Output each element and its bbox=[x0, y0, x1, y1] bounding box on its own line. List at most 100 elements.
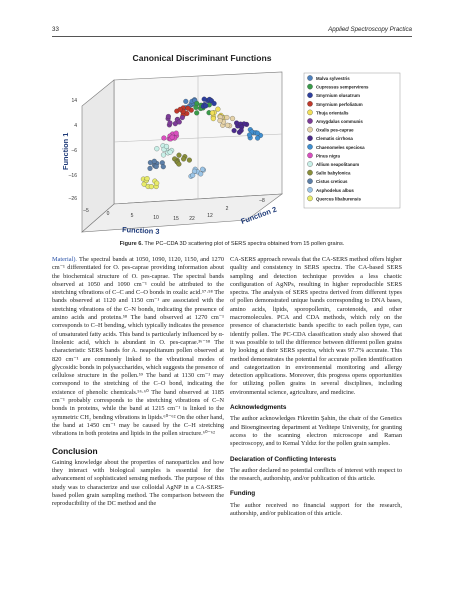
x-tick-label: 5 bbox=[131, 213, 134, 219]
running-header: 33 Applied Spectroscopy Practica bbox=[52, 26, 412, 36]
legend-label: Thuja orientalis bbox=[316, 110, 349, 115]
legend-label: Smyrnium perfoliatum bbox=[316, 102, 363, 107]
right-paragraph: CA-SERS approach reveals that the CA-SER… bbox=[230, 256, 402, 396]
legend-label: Amygdalus communis bbox=[316, 119, 363, 124]
legend-label: Cupressus sempervirens bbox=[316, 85, 369, 90]
cda-3d-scatter-figure: Canonical Discriminant Functions Functio… bbox=[61, 53, 401, 236]
legend-marker bbox=[307, 109, 313, 116]
scatter-point bbox=[154, 180, 160, 186]
scatter-point bbox=[203, 103, 209, 109]
scatter-point bbox=[229, 115, 236, 122]
caption-label: Figure 6. bbox=[119, 241, 143, 247]
scatter-point bbox=[141, 181, 147, 187]
legend-label: Oxalis pes-caprae bbox=[316, 128, 354, 133]
conclusion-paragraph: Gaining knowledge about the properties o… bbox=[52, 458, 224, 508]
axis-x-label: Function 3 bbox=[122, 225, 160, 236]
figure-caption: Figure 6. The PC–CDA 3D scattering plot … bbox=[52, 241, 412, 247]
x-tick-label: 22 bbox=[189, 216, 195, 222]
y-tick-label: –16 bbox=[69, 173, 78, 179]
scatter-point bbox=[176, 119, 182, 125]
scatter-point bbox=[254, 130, 261, 136]
legend-label: Quercus libaburensis bbox=[316, 196, 361, 201]
funding-text: The author received no financial support… bbox=[230, 501, 402, 518]
scatter-point bbox=[193, 104, 199, 110]
conflicts-heading: Declaration of Conflicting Interests bbox=[230, 455, 337, 463]
acknowledgments-heading: Acknowledgments bbox=[230, 404, 287, 412]
legend-marker bbox=[307, 152, 313, 159]
conclusion-heading: Conclusion bbox=[52, 445, 98, 456]
scatter-point bbox=[185, 105, 191, 111]
z-tick-label: –8 bbox=[259, 198, 265, 204]
scatter-point bbox=[165, 113, 171, 120]
x-tick-label: 10 bbox=[153, 215, 159, 221]
journal-name: Applied Spectroscopy Practica bbox=[328, 26, 412, 33]
acknowledgments-text: The author acknowledges Fikrettin Şahin,… bbox=[230, 415, 402, 448]
z-tick-labels: 12 2 –8 bbox=[207, 198, 265, 219]
scatter-point bbox=[153, 163, 159, 170]
scatter-point bbox=[161, 135, 167, 141]
legend-marker bbox=[307, 195, 313, 202]
legend-marker bbox=[307, 126, 313, 133]
x-tick-label: –5 bbox=[83, 208, 89, 214]
scatter-point bbox=[190, 172, 196, 178]
scatter-point bbox=[225, 122, 231, 128]
legend-label: Malva sylvestris bbox=[316, 76, 350, 81]
scatter-point bbox=[194, 110, 200, 116]
scatter-point bbox=[198, 171, 204, 177]
scatter-point bbox=[176, 152, 182, 158]
caption-text: The PC–CDA 3D scattering plot of SERS sp… bbox=[142, 241, 345, 247]
legend-marker bbox=[307, 178, 313, 184]
legend-marker bbox=[307, 83, 313, 90]
scatter-point bbox=[169, 134, 175, 140]
scatter-point bbox=[200, 166, 206, 172]
scatter-point bbox=[246, 132, 253, 138]
scatter-point bbox=[176, 161, 182, 167]
legend-marker bbox=[307, 75, 313, 81]
scatter-point bbox=[217, 118, 223, 124]
legend-box bbox=[303, 72, 401, 209]
scatter-point bbox=[151, 158, 157, 164]
scatter-point bbox=[148, 184, 154, 190]
scatter-point bbox=[144, 176, 150, 182]
scatter-point bbox=[163, 143, 170, 150]
z-tick-label: 2 bbox=[226, 206, 229, 212]
conflicts-text: The author declared no potential conflic… bbox=[230, 466, 402, 483]
z-tick-label: 12 bbox=[207, 213, 213, 219]
scatter-point bbox=[177, 106, 183, 112]
scatter-point bbox=[160, 152, 167, 158]
scatter-point bbox=[147, 165, 153, 171]
page-number: 33 bbox=[52, 26, 59, 33]
y-tick-label: 14 bbox=[71, 98, 77, 104]
legend-marker bbox=[307, 187, 313, 193]
scatter-point bbox=[211, 100, 217, 107]
axis-y-label: Function 1 bbox=[61, 133, 70, 170]
header-rule bbox=[52, 36, 412, 37]
funding-heading: Funding bbox=[230, 490, 256, 498]
legend-marker bbox=[307, 169, 313, 176]
scatter-point bbox=[209, 110, 215, 116]
supplementary-link[interactable]: Material). bbox=[52, 256, 77, 263]
left-paragraph-text: The spectral bands at 1050, 1090, 1120, … bbox=[52, 256, 224, 438]
y-tick-label: 4 bbox=[74, 123, 77, 129]
x-tick-label: 0 bbox=[107, 211, 110, 217]
y-tick-label: –26 bbox=[69, 196, 78, 202]
scatter-point bbox=[231, 128, 237, 134]
scatter-point bbox=[191, 168, 198, 174]
legend-marker bbox=[307, 118, 313, 124]
figure-title: Canonical Discriminant Functions bbox=[133, 53, 272, 63]
left-column: Material). The spectral bands at 1050, 1… bbox=[52, 256, 224, 509]
legend-label: Allium neapolitanum bbox=[316, 162, 359, 167]
legend-marker bbox=[307, 144, 313, 150]
x-tick-labels: –5 0 5 10 15 22 bbox=[83, 208, 195, 222]
legend-label: Smyrnium olusatrum bbox=[316, 93, 360, 98]
scatter-point bbox=[154, 146, 160, 152]
right-column: CA-SERS approach reveals that the CA-SER… bbox=[230, 256, 402, 518]
scatter-point bbox=[224, 114, 230, 121]
legend-label: Cistus creticus bbox=[316, 179, 348, 184]
legend-marker bbox=[307, 101, 313, 107]
legend-label: Clematis cirrhosa bbox=[316, 136, 353, 141]
scatter-point bbox=[186, 157, 192, 163]
left-paragraph: Material). The spectral bands at 1050, 1… bbox=[52, 256, 224, 439]
legend-marker bbox=[307, 92, 313, 98]
legend-marker bbox=[307, 135, 313, 141]
